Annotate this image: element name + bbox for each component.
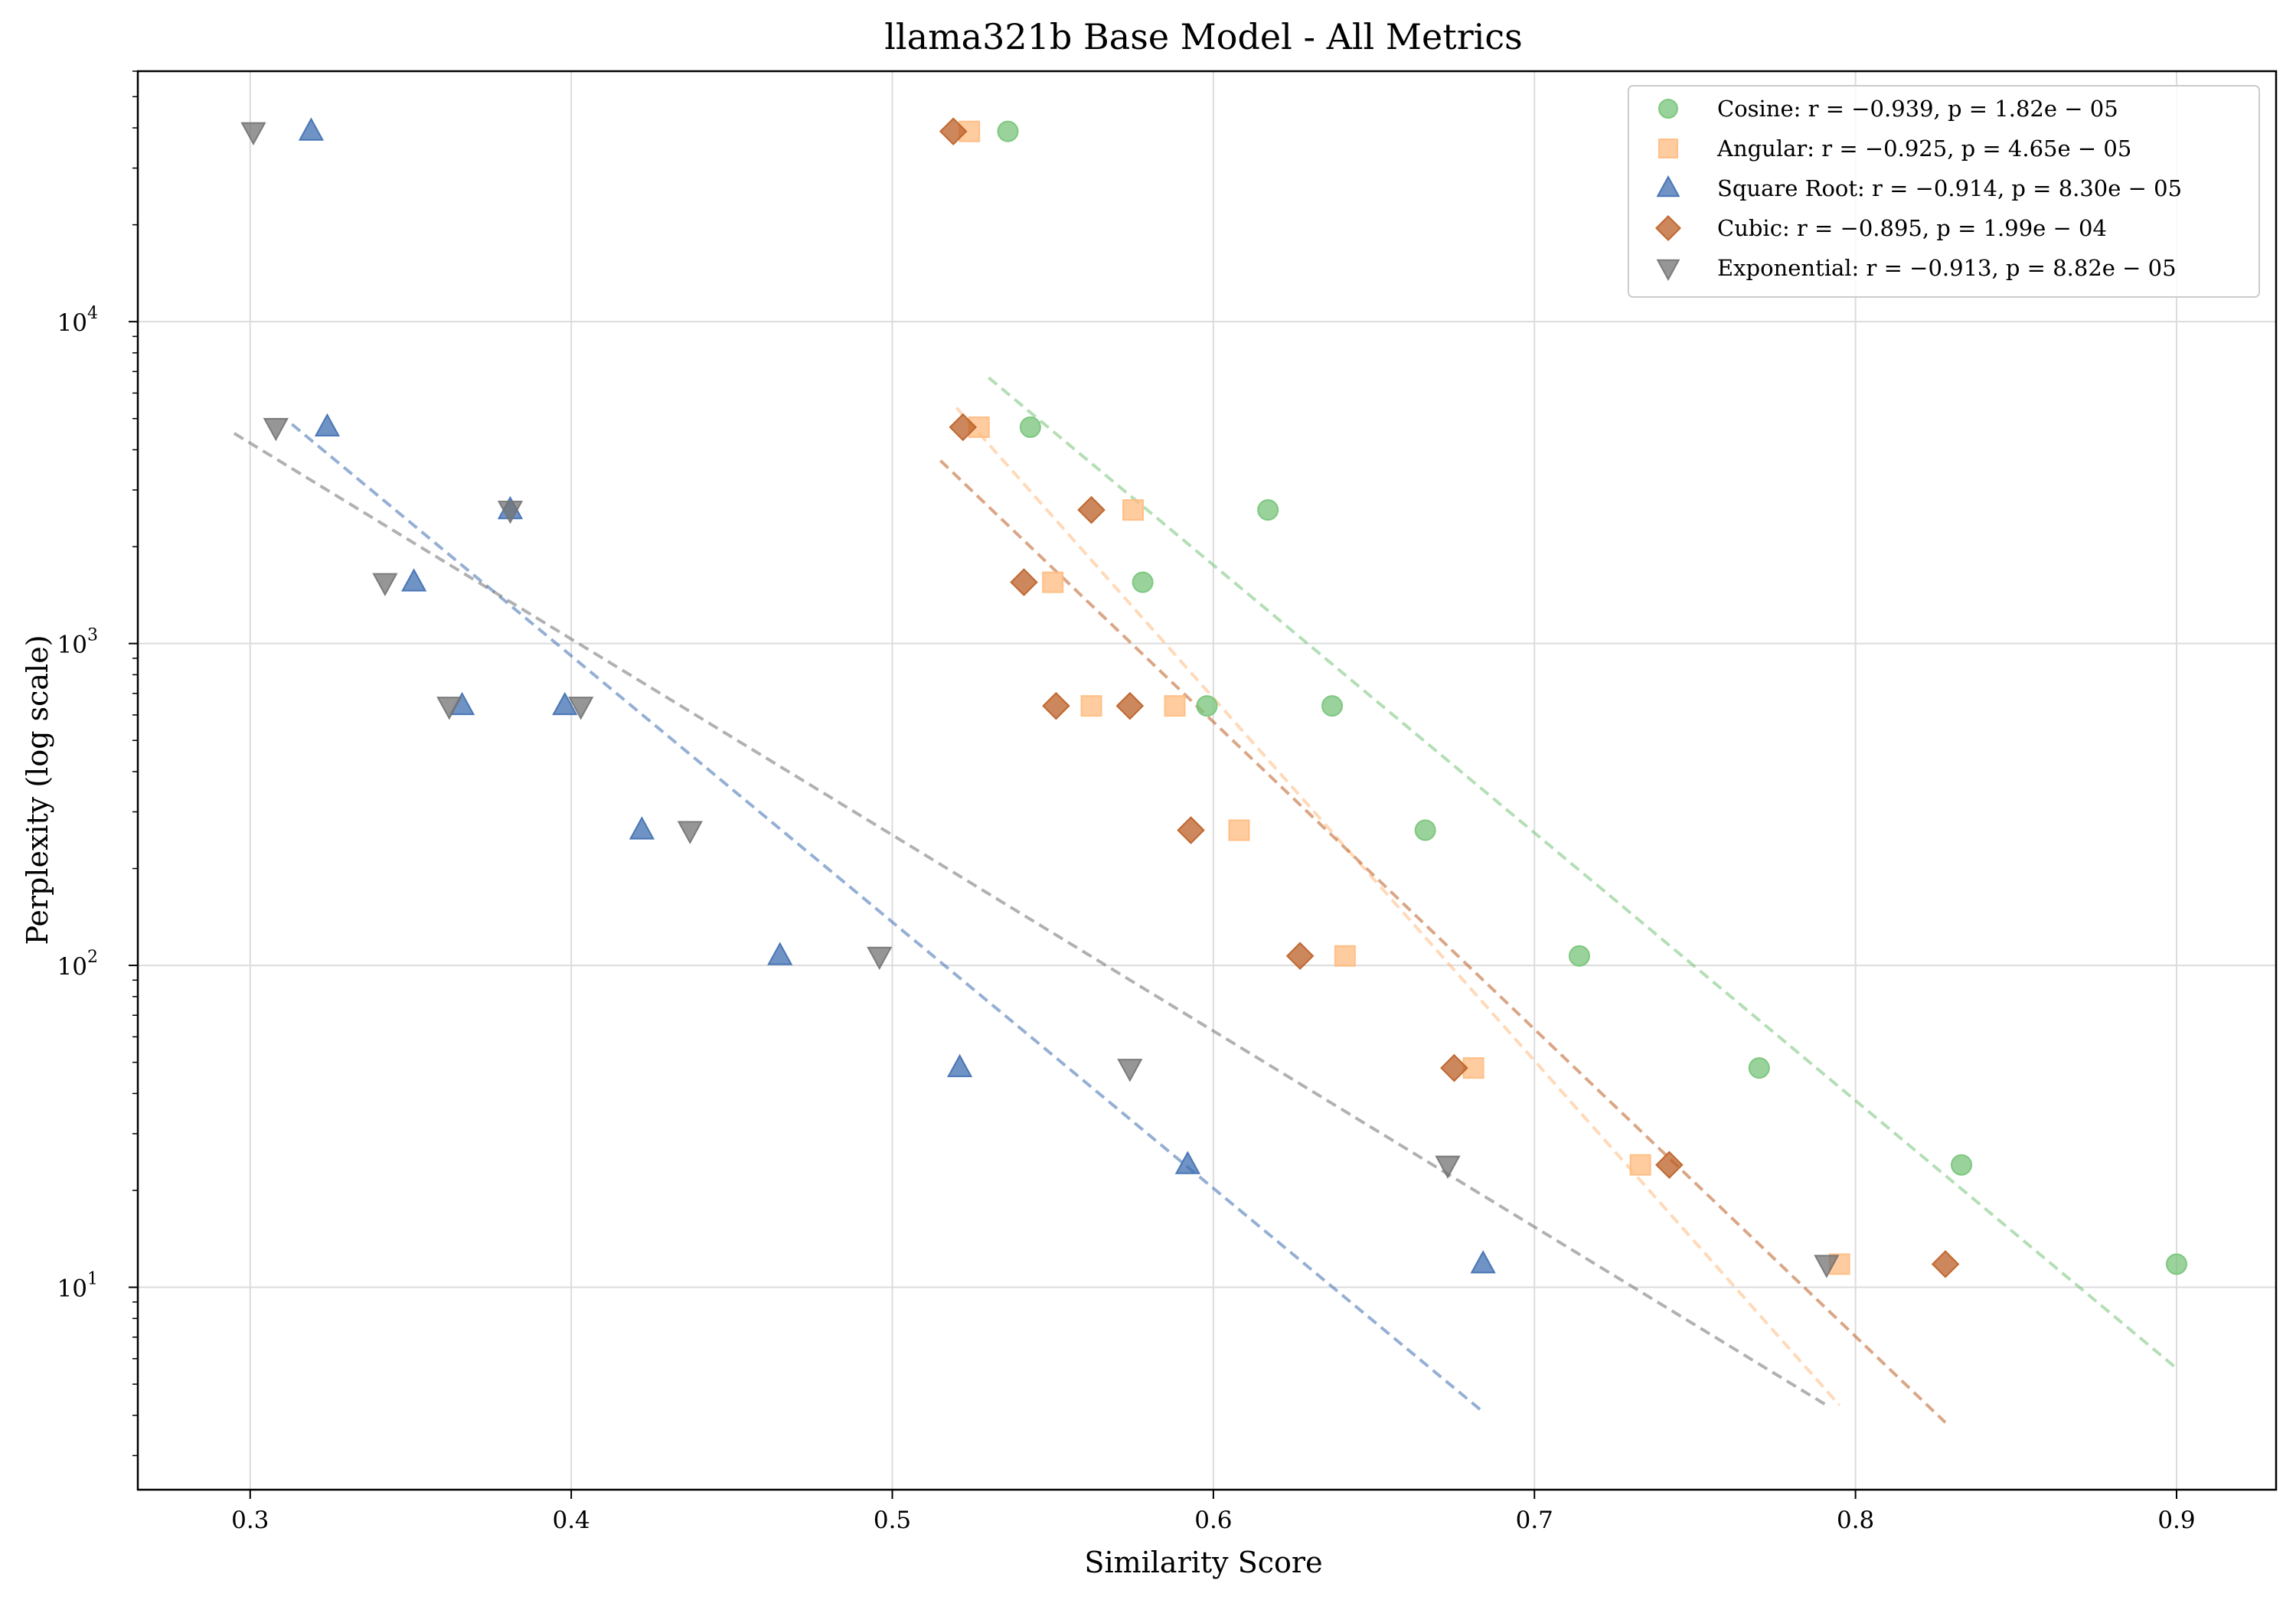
data-point [1196, 695, 1218, 717]
legend-label: Cosine: r = −0.939, p = 1.82e − 05 [1717, 96, 2118, 122]
legend-label: Exponential: r = −0.913, p = 8.82e − 05 [1717, 255, 2177, 281]
data-point [1414, 819, 1436, 841]
data-point [1019, 416, 1041, 439]
legend-entry: Cosine: r = −0.939, p = 1.82e − 05 [1658, 96, 2118, 122]
y-tick-exponent: 2 [87, 948, 98, 967]
x-tick-label: 0.7 [1516, 1507, 1553, 1534]
data-point [946, 1053, 973, 1078]
data-point [1828, 1253, 1850, 1275]
data-point [1470, 1250, 1496, 1274]
data-point [1748, 1057, 1770, 1079]
data-point [1285, 942, 1315, 971]
x-axis-label: Similarity Score [1084, 1546, 1322, 1579]
legend-label: Cubic: r = −0.895, p = 1.99e − 04 [1717, 215, 2107, 241]
data-point [968, 416, 990, 439]
data-point [1814, 1255, 1840, 1278]
legend: Cosine: r = −0.939, p = 1.82e − 05 Angula… [1628, 85, 2260, 298]
x-tick-label: 0.8 [1837, 1507, 1874, 1534]
data-point [1951, 1154, 1973, 1176]
data-points [240, 117, 2187, 1278]
series-exponential [240, 122, 1840, 1278]
data-point [1164, 695, 1186, 717]
data-point [552, 691, 578, 716]
grid [138, 71, 2276, 1490]
series-cosine [997, 120, 2187, 1275]
data-point [939, 117, 968, 145]
data-point [1568, 945, 1590, 967]
legend-marker-diamond [1654, 214, 1682, 242]
fit-line-square-root [291, 423, 1484, 1413]
data-point [767, 942, 793, 965]
legend-entry: Square Root: r = −0.914, p = 8.30e − 05 [1656, 175, 2182, 201]
y-axis-label: Perplexity (log scale) [21, 635, 54, 945]
data-point [372, 573, 398, 596]
data-point [1122, 499, 1145, 521]
data-point [867, 946, 893, 971]
data-point [2165, 1253, 2187, 1275]
data-point [1931, 1250, 1960, 1278]
legend-entry: Cubic: r = −0.895, p = 1.99e − 04 [1654, 214, 2107, 242]
chart-title: llama321b Base Model - All Metrics [884, 16, 1523, 57]
data-point [1257, 499, 1279, 521]
y-tick-exponent: 4 [87, 304, 98, 323]
x-tick-label: 0.3 [231, 1507, 269, 1534]
data-point [1080, 695, 1102, 717]
data-point [1010, 568, 1038, 596]
x-tick-label: 0.5 [874, 1507, 911, 1534]
data-point [949, 413, 978, 442]
data-point [1440, 1053, 1468, 1082]
y-tick-label: 102 [57, 948, 98, 981]
fit-line-exponential [233, 432, 1827, 1407]
fit-line-cubic [939, 459, 1947, 1424]
fit-lines [233, 376, 2178, 1424]
data-point [1042, 571, 1064, 593]
y-tick-exponent: 1 [87, 1270, 98, 1289]
y-tick-exponent: 3 [87, 626, 98, 645]
data-point [401, 568, 427, 592]
series-cubic [939, 117, 1960, 1278]
legend-entry: Angular: r = −0.925, p = 4.65e − 05 [1658, 135, 2131, 162]
data-point [1177, 816, 1205, 844]
legend-marker-square [1658, 139, 1678, 158]
legend-label: Angular: r = −0.925, p = 4.65e − 05 [1716, 135, 2131, 162]
legend-marker-circle [1658, 99, 1678, 119]
data-point [629, 816, 655, 840]
data-point [314, 413, 341, 437]
fit-line-cosine [988, 376, 2178, 1370]
x-tick-label: 0.6 [1194, 1507, 1232, 1534]
data-point [1077, 495, 1106, 524]
data-point [997, 120, 1019, 142]
data-point [1042, 691, 1070, 720]
legend-marker-triangle-down [1656, 259, 1680, 282]
x-tick-label: 0.9 [2157, 1507, 2195, 1534]
data-point [677, 821, 703, 844]
x-tick-label: 0.4 [552, 1507, 590, 1534]
fit-line-angular [955, 406, 1841, 1406]
data-point [298, 117, 325, 141]
data-point [1629, 1154, 1651, 1176]
legend-label: Square Root: r = −0.914, p = 8.30e − 05 [1717, 175, 2182, 201]
legend-marker-triangle-up [1656, 175, 1680, 198]
data-point [240, 122, 266, 145]
legend-entry: Exponential: r = −0.913, p = 8.82e − 05 [1656, 255, 2177, 282]
data-point [1334, 945, 1356, 967]
data-point [1174, 1151, 1200, 1174]
data-point [568, 697, 594, 720]
data-point [1435, 1155, 1461, 1180]
data-point [1655, 1151, 1684, 1180]
data-point [1117, 1059, 1143, 1082]
data-point [1321, 695, 1344, 717]
data-point [263, 418, 289, 442]
data-point [436, 697, 462, 720]
series-angular [959, 120, 1850, 1275]
data-point [1132, 571, 1154, 593]
data-point [497, 501, 524, 524]
data-point [1228, 819, 1250, 841]
plot-frame [136, 70, 2278, 1491]
data-point [1115, 691, 1145, 720]
legend-box [1628, 85, 2260, 298]
